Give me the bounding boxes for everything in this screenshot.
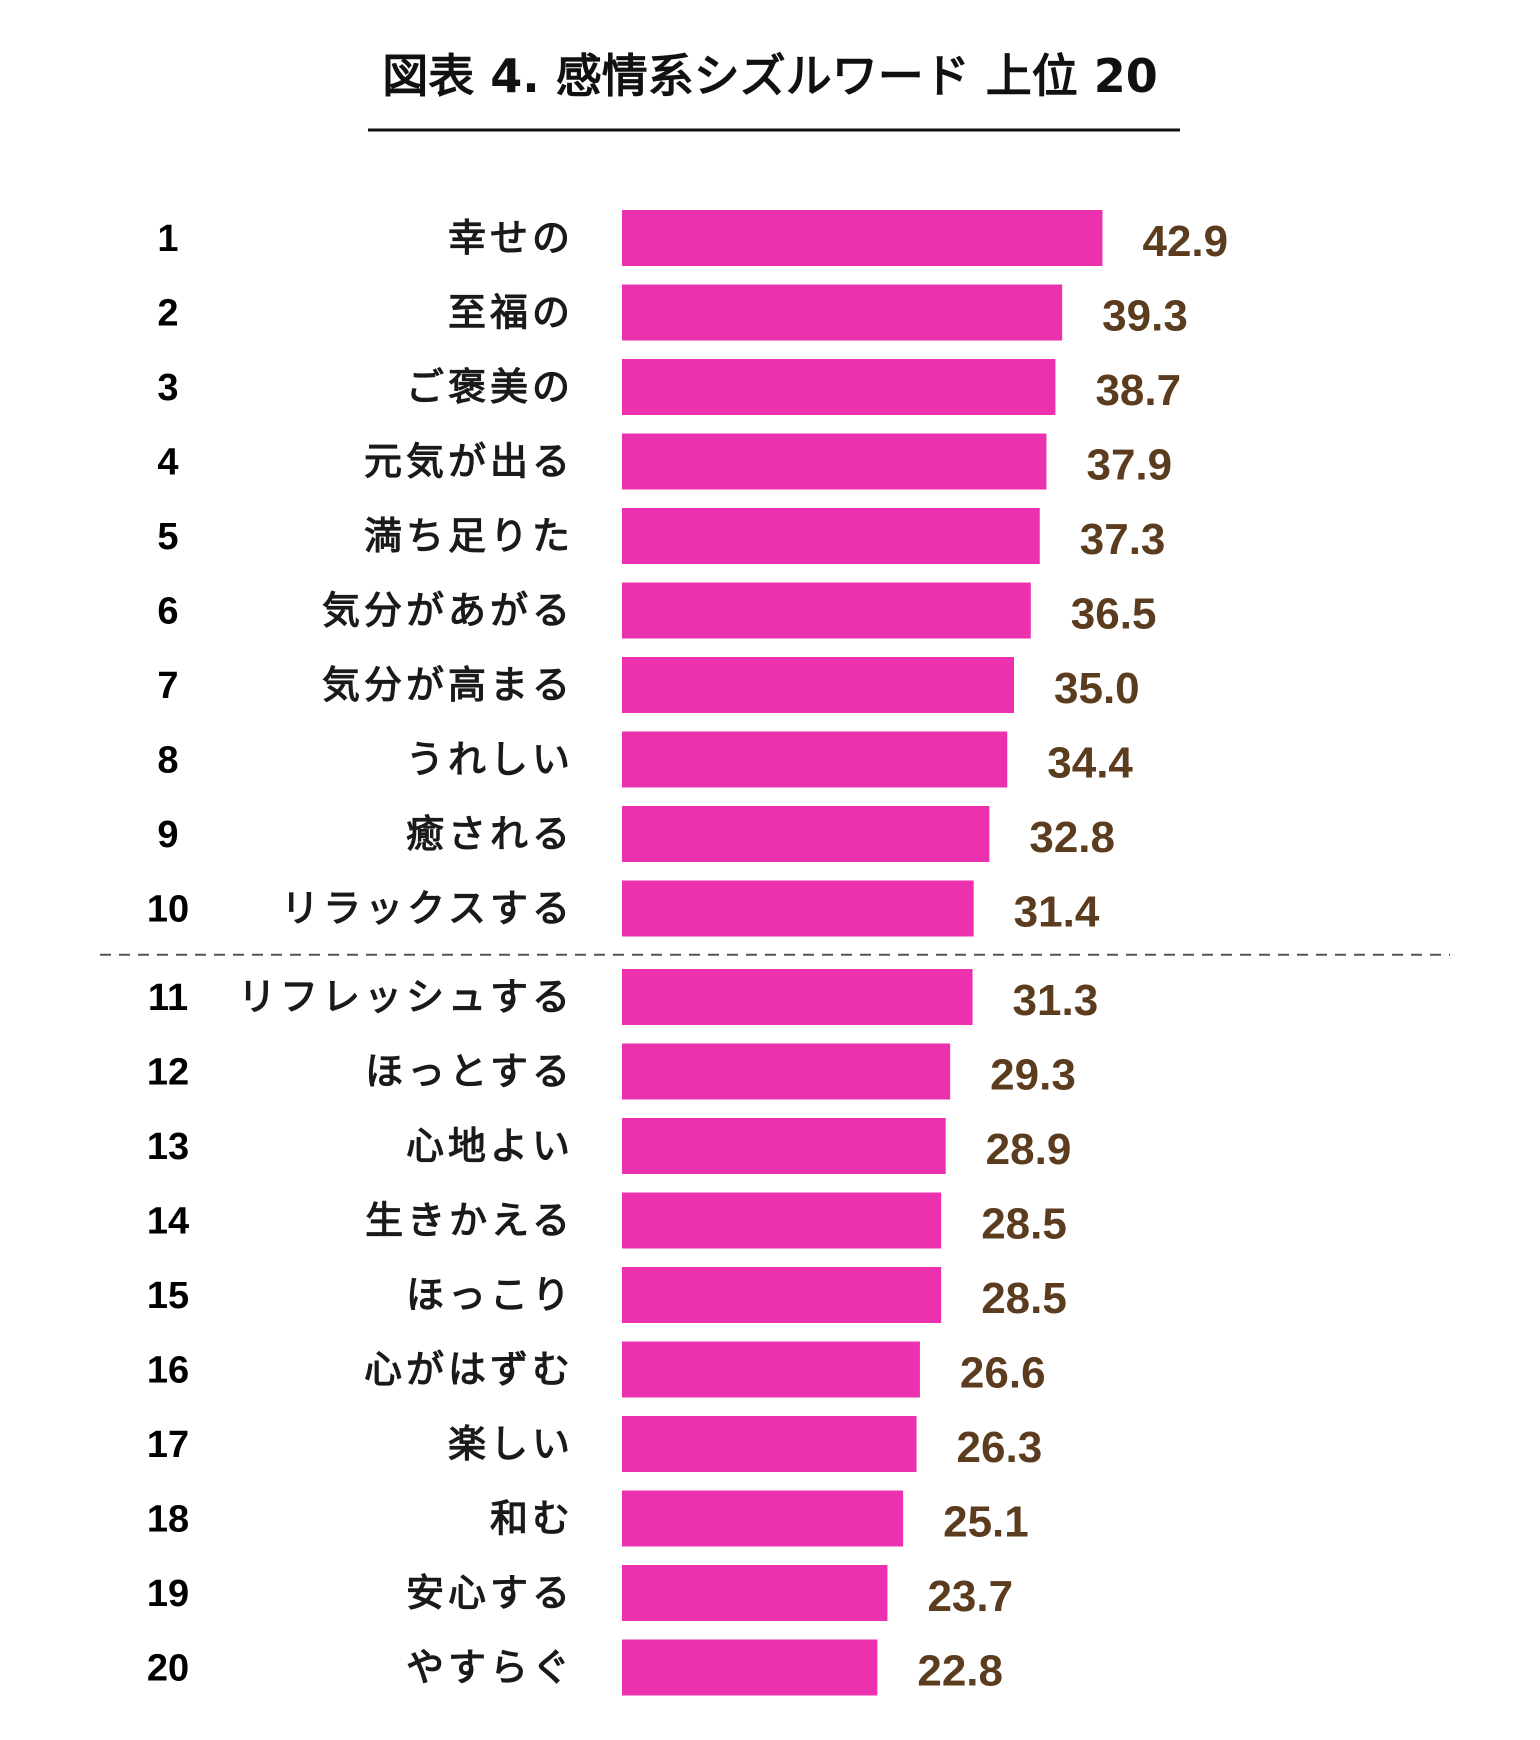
rank-number: 12	[147, 1052, 189, 1094]
bar	[622, 969, 973, 1025]
value-label: 28.9	[986, 1125, 1072, 1174]
value-label: 38.7	[1095, 366, 1181, 415]
bar	[622, 1192, 942, 1249]
value-label: 23.7	[927, 1572, 1013, 1621]
value-label: 36.5	[1071, 590, 1157, 639]
bar	[622, 433, 1047, 490]
rank-number: 2	[157, 293, 178, 335]
rank-number: 10	[147, 889, 189, 931]
bar	[622, 806, 990, 862]
value-label: 35.0	[1054, 664, 1140, 713]
category-label: 気分が高まる	[322, 663, 574, 707]
bar	[622, 1490, 904, 1547]
category-label: 至福の	[448, 291, 574, 335]
bar	[622, 880, 974, 937]
bar	[622, 582, 1031, 639]
category-label: 生きかえる	[365, 1199, 574, 1243]
bar	[622, 359, 1056, 415]
category-label: 安心する	[406, 1571, 574, 1615]
category-label: 楽しい	[448, 1422, 574, 1466]
category-label: うれしい	[406, 738, 574, 782]
category-label: ご褒美の	[406, 365, 574, 409]
category-label: リフレッシュする	[238, 975, 574, 1019]
chart-title: 図表 4. 感情系シズルワード 上位 20	[382, 49, 1158, 103]
category-label: やすらぐ	[406, 1646, 574, 1690]
rank-number: 1	[157, 218, 178, 260]
value-label: 31.4	[1014, 888, 1100, 937]
value-label: 34.4	[1047, 739, 1133, 788]
rank-number: 6	[157, 591, 178, 633]
category-label: 幸せの	[448, 216, 574, 260]
category-label: 満ち足りた	[364, 514, 574, 558]
category-label: 気分があがる	[322, 589, 574, 633]
bar	[622, 210, 1103, 266]
rank-number: 17	[147, 1424, 189, 1466]
category-label: 元気が出る	[364, 440, 574, 484]
rank-number: 5	[157, 516, 178, 558]
value-label: 25.1	[943, 1498, 1029, 1547]
value-label: 37.3	[1080, 515, 1166, 564]
rank-number: 11	[148, 977, 188, 1019]
value-label: 28.5	[981, 1200, 1067, 1249]
bar	[622, 1267, 942, 1323]
rank-number: 8	[157, 740, 178, 782]
bar	[622, 1639, 878, 1696]
bar	[622, 1043, 951, 1100]
category-label: 癒される	[406, 812, 574, 856]
category-label: 心地よい	[406, 1124, 574, 1168]
value-label: 29.3	[990, 1051, 1076, 1100]
category-label: 和む	[490, 1497, 574, 1541]
value-label: 32.8	[1029, 813, 1115, 862]
value-label: 31.3	[1013, 976, 1099, 1025]
rank-number: 16	[147, 1350, 189, 1392]
value-label: 26.6	[960, 1349, 1046, 1398]
rank-number: 20	[147, 1648, 189, 1690]
bar	[622, 731, 1008, 788]
value-label: 39.3	[1102, 292, 1188, 341]
rank-number: 7	[157, 665, 178, 707]
category-label: 心がはずむ	[364, 1348, 574, 1392]
bar	[622, 1565, 888, 1621]
rank-number: 14	[147, 1201, 189, 1243]
value-label: 26.3	[957, 1423, 1043, 1472]
bar-rows: 1 幸せの 42.9 2 至福の 39.3 3 ご褒美の 38.7 4 元気が出る 37.9 5 満ち足り…	[100, 210, 1450, 1696]
category-label: リラックスする	[281, 887, 574, 931]
rank-number: 9	[157, 814, 178, 856]
value-label: 28.5	[981, 1274, 1067, 1323]
rank-number: 13	[147, 1126, 189, 1168]
rank-number: 18	[147, 1499, 189, 1541]
rank-number: 15	[147, 1275, 189, 1317]
rank-number: 19	[147, 1573, 189, 1615]
value-label: 42.9	[1142, 217, 1228, 266]
bar	[622, 1341, 920, 1398]
rank-number: 4	[157, 442, 178, 484]
bar	[622, 657, 1014, 713]
category-label: ほっとする	[365, 1050, 574, 1094]
bar	[622, 1416, 917, 1472]
bar	[622, 508, 1040, 564]
bar	[622, 284, 1063, 341]
category-label: ほっこり	[406, 1273, 574, 1317]
bar	[622, 1118, 946, 1174]
value-label: 37.9	[1086, 441, 1172, 490]
rank-number: 3	[157, 367, 178, 409]
value-label: 22.8	[917, 1647, 1003, 1696]
